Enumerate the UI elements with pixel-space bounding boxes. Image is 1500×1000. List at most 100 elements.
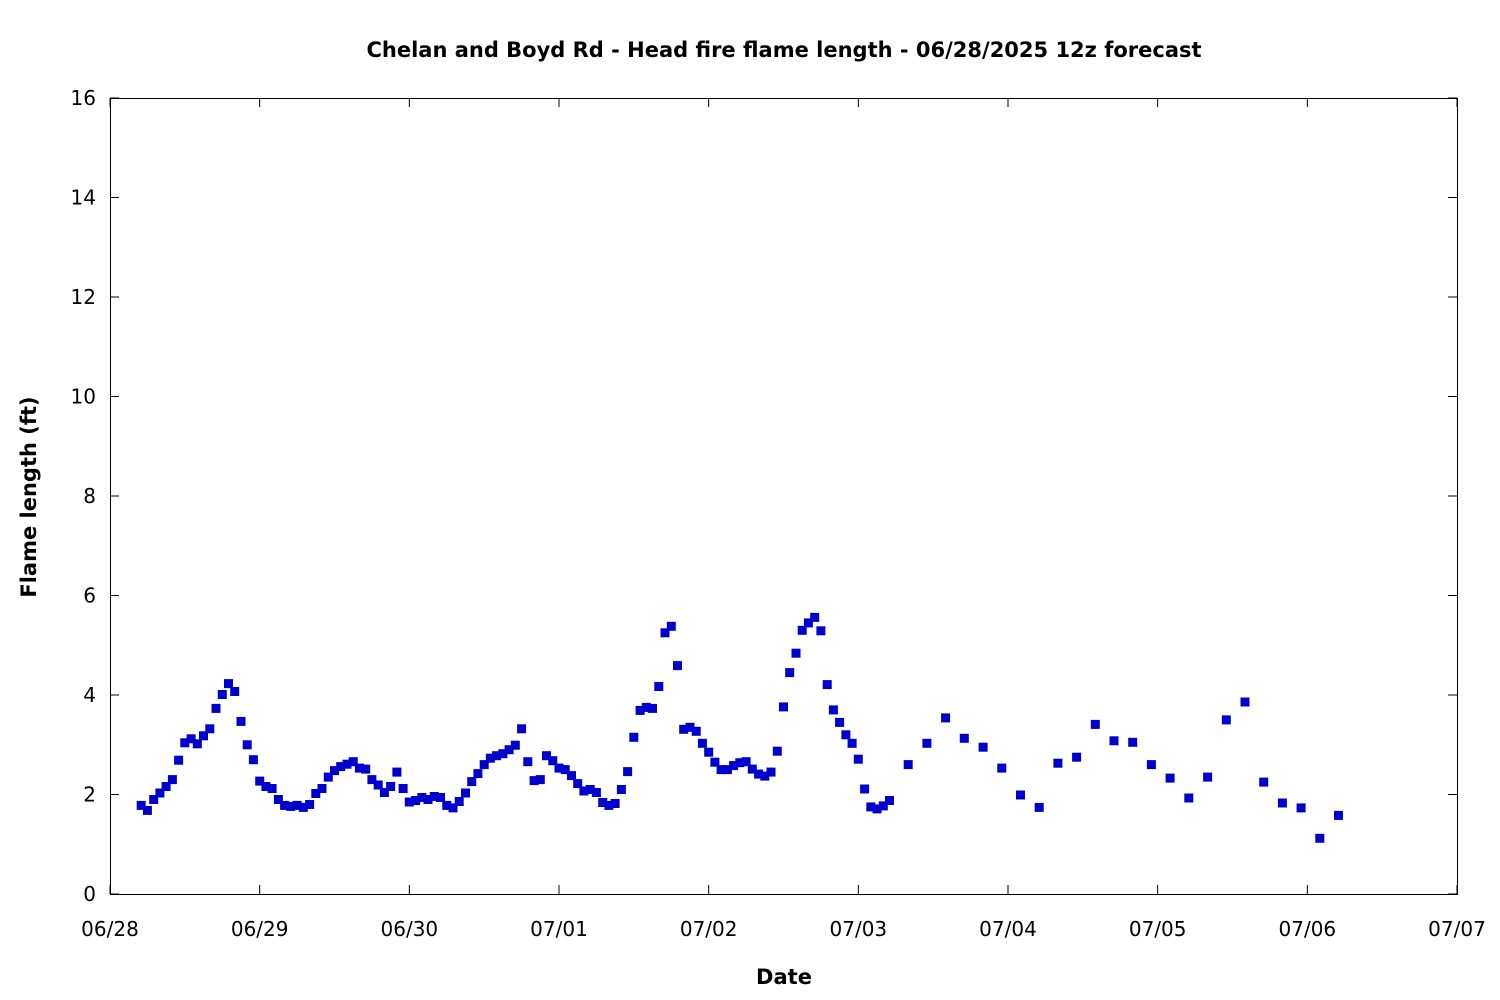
data-point <box>1109 736 1119 746</box>
data-point <box>1016 790 1025 800</box>
data-point <box>1053 758 1063 768</box>
data-point <box>348 757 358 767</box>
x-tick-label: 07/06 <box>1279 917 1337 941</box>
data-point <box>386 782 396 791</box>
data-point <box>710 757 720 767</box>
data-point <box>754 769 764 779</box>
data-point <box>941 713 951 723</box>
plot-frame <box>110 98 1458 895</box>
x-tick-label: 06/28 <box>81 917 139 941</box>
data-point <box>504 745 514 755</box>
data-point <box>461 788 470 798</box>
data-point <box>523 757 533 767</box>
data-point <box>654 682 664 691</box>
data-point <box>323 772 333 782</box>
data-point <box>167 775 177 785</box>
chart-title: Chelan and Boyd Rd - Head fire flame len… <box>366 38 1201 62</box>
y-tick-label: 16 <box>71 86 96 110</box>
data-point <box>149 795 159 804</box>
data-point <box>853 754 863 764</box>
data-point <box>959 733 969 743</box>
data-point <box>442 800 452 810</box>
data-point <box>835 717 845 727</box>
data-point <box>635 705 645 715</box>
y-tick-label: 6 <box>83 584 96 608</box>
data-point <box>192 739 202 749</box>
data-point <box>492 751 502 761</box>
data-point <box>261 782 271 791</box>
data-point <box>155 788 165 798</box>
data-point <box>722 765 732 775</box>
data-point <box>691 726 701 736</box>
data-point <box>317 784 327 793</box>
data-point <box>604 800 614 810</box>
data-point <box>579 786 589 796</box>
data-point <box>567 771 576 781</box>
data-point <box>392 767 402 777</box>
data-point <box>641 702 651 712</box>
data-point <box>747 764 757 774</box>
data-point <box>772 746 782 756</box>
y-tick-label: 8 <box>83 484 96 508</box>
data-point <box>1165 773 1175 783</box>
data-point <box>585 785 595 794</box>
data-point <box>1128 737 1138 747</box>
data-point <box>648 703 657 713</box>
data-point <box>517 724 527 734</box>
data-point <box>473 769 483 779</box>
data-point <box>903 760 913 770</box>
data-point <box>529 776 539 786</box>
data-point <box>598 798 608 807</box>
data-point <box>161 782 171 791</box>
data-point <box>679 724 689 734</box>
data-point <box>1334 810 1343 820</box>
data-point <box>354 763 364 773</box>
data-point <box>248 755 258 765</box>
data-point <box>417 793 427 802</box>
data-point <box>298 802 308 812</box>
data-point <box>411 796 421 805</box>
data-point <box>448 803 458 813</box>
data-point <box>379 788 389 797</box>
data-point <box>510 740 520 750</box>
data-point <box>398 784 408 793</box>
data-point <box>273 795 283 804</box>
data-point <box>741 757 751 767</box>
data-point <box>816 626 826 636</box>
data-point <box>997 763 1007 773</box>
data-point <box>454 797 464 806</box>
plot-area <box>110 98 1458 895</box>
data-point <box>548 756 558 766</box>
data-point <box>267 784 277 793</box>
data-point <box>205 724 215 734</box>
x-tick-label: 07/02 <box>680 917 738 941</box>
data-point <box>673 661 682 671</box>
data-point <box>342 759 352 769</box>
data-point <box>1296 803 1306 813</box>
data-point <box>760 771 770 781</box>
data-point <box>685 722 695 732</box>
data-point <box>542 751 551 761</box>
y-tick-label: 2 <box>83 783 96 807</box>
data-point <box>828 705 838 715</box>
data-point <box>280 800 290 810</box>
data-point <box>211 703 221 713</box>
data-point <box>610 799 620 808</box>
data-point <box>872 804 882 814</box>
data-point <box>573 779 583 789</box>
x-tick-label: 06/29 <box>231 917 289 941</box>
data-point <box>336 762 346 772</box>
data-point <box>224 679 233 689</box>
data-point <box>367 775 377 785</box>
data-point <box>373 780 383 790</box>
data-point <box>479 760 489 770</box>
y-tick-label: 0 <box>83 882 96 906</box>
data-point <box>186 734 196 744</box>
data-point <box>330 766 339 776</box>
data-point <box>779 702 788 712</box>
data-point <box>666 621 676 631</box>
y-tick-label: 14 <box>71 186 96 210</box>
data-point <box>236 716 246 726</box>
